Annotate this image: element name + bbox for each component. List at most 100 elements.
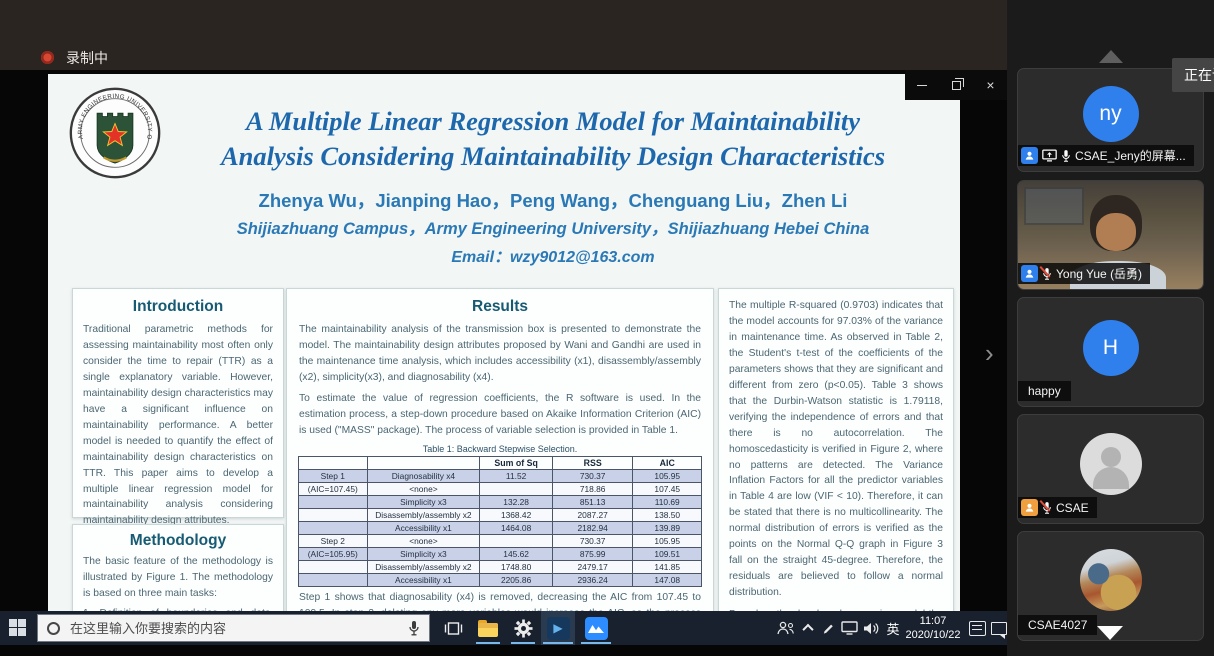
file-explorer-button[interactable] [472, 611, 504, 645]
introduction-heading: Introduction [132, 298, 224, 315]
methodology-section: Methodology The basic feature of the met… [72, 524, 284, 611]
task-view-button[interactable] [438, 611, 468, 645]
settings-button[interactable] [507, 611, 539, 645]
participant-tile-csae4027[interactable]: CSAE4027 [1017, 531, 1204, 641]
explorer-active-underline [476, 642, 500, 644]
volume-tray-button[interactable] [860, 611, 882, 645]
touch-keyboard-button[interactable] [966, 611, 988, 645]
mic-on-icon [1061, 149, 1071, 163]
participant-name-bar: happy [1018, 381, 1071, 401]
participant-name-bar: CSAE_Jeny的屏幕... [1018, 145, 1194, 166]
results-para1: The maintainability analysis of the tran… [299, 324, 701, 383]
poster-affiliation: Shijiazhuang Campus，Army Engineering Uni… [236, 219, 870, 238]
scroll-up-icon[interactable] [1099, 50, 1123, 63]
avatar-photo [1079, 549, 1142, 611]
discussion-section: The multiple R-squared (0.9703) indicate… [718, 288, 954, 611]
results-post-table: Step 1 shows that diagnosability (x4) is… [299, 591, 701, 611]
poster-window: ARMY ENGINEERING UNIVERSITY OF PLA A Mul… [48, 74, 960, 611]
participant-name: CSAE [1056, 500, 1089, 515]
display-tray-button[interactable] [838, 611, 860, 645]
window-controls: × [905, 70, 1007, 100]
pen-tray-button[interactable] [818, 611, 838, 645]
table-row: Accessibility x1 2205.86 2936.24 147.08 [298, 572, 702, 587]
table-row: (AIC=105.95) Simplicity x3 145.62 875.99 109… [298, 546, 702, 561]
discussion-para2: Based on the developed regression model … [729, 607, 943, 611]
discussion-para1: The multiple R-squared (0.9703) indicate… [729, 300, 943, 599]
participant-name-bar: CSAE [1018, 497, 1097, 518]
touch-keyboard-icon [968, 620, 986, 636]
participant-name: happy [1028, 384, 1061, 398]
table-row: Simplicity x3 132.28 851.13 110.69 [298, 494, 702, 509]
table1-caption: Table 1: Backward Stepwise Selection. [422, 443, 578, 454]
tray-time: 11:07 [919, 614, 947, 627]
participant-tile-yong-yue[interactable]: Yong Yue (岳勇) [1017, 180, 1204, 290]
speaker-icon [864, 622, 879, 634]
video-player-button[interactable]: ▶ [541, 611, 575, 645]
introduction-body: Traditional parametric methods for asses… [83, 324, 273, 527]
table-row: Accessibility x1 1464.08 2182.94 139.89 [298, 520, 702, 535]
table1-head-row: Sum of Sq RSS AIC [298, 455, 702, 470]
participant-name: Yong Yue (岳勇) [1056, 267, 1143, 281]
poster-authors: Zhenya Wu，Jianping Hao，Peng Wang，Chengua… [258, 189, 848, 211]
taskbar: ▶ [0, 611, 1007, 645]
scroll-down-icon[interactable] [1097, 626, 1123, 640]
recording-bar: 录制中 [0, 0, 1007, 70]
methodology-clipped-line: 1. Definition of boundaries and data [83, 608, 273, 611]
meeting-active-underline [581, 642, 611, 644]
participant-tile-csae[interactable]: CSAE [1017, 414, 1204, 524]
search-mic-icon[interactable] [408, 620, 420, 637]
close-icon[interactable]: × [986, 77, 995, 93]
mic-muted-icon [1039, 265, 1052, 281]
recording-label: 录制中 [66, 50, 108, 66]
gear-icon [513, 618, 533, 638]
avatar: ny [1082, 86, 1139, 142]
language-indicator[interactable]: 英 [886, 621, 900, 637]
monitor-icon [840, 621, 858, 635]
search-input[interactable] [70, 620, 408, 636]
methodology-body: The basic feature of the methodology is … [83, 556, 273, 599]
shared-screen-area: 录制中 ARMY ENGINEERING UNIVERSITY OF PLA [0, 0, 1007, 645]
participant-name: CSAE4027 [1028, 618, 1088, 632]
people-tray-button[interactable] [772, 611, 798, 645]
participant-tile-happy[interactable]: H happy [1017, 297, 1204, 407]
results-para2: To estimate the value of regression coef… [299, 392, 701, 436]
restore-icon[interactable] [952, 77, 965, 90]
poster-title-line1: A Multiple Linear Regression Model for M… [246, 106, 860, 136]
action-center-button[interactable] [988, 611, 1010, 645]
video-active-underline [543, 642, 573, 644]
folder-icon [478, 619, 498, 637]
pen-icon [823, 624, 833, 634]
minimize-icon[interactable] [917, 84, 928, 86]
table-row: Disassembly/assembly x2 1748.80 2479.17 141… [298, 559, 702, 574]
participant-name: CSAE_Jeny的屏幕... [1075, 149, 1186, 163]
meeting-app-button[interactable] [579, 611, 613, 645]
tray-expand-button[interactable] [798, 611, 818, 645]
speaking-tooltip: 正在讲话 [1172, 58, 1214, 92]
sidebar-collapse-chevron-icon[interactable]: › [985, 338, 994, 368]
table-row: Step 2 <none> 730.37 105.95 [298, 533, 702, 548]
taskbar-search[interactable] [37, 614, 430, 642]
avatar-silhouette [1079, 433, 1142, 495]
chevron-up-icon [802, 623, 814, 636]
participant-name-bar: Yong Yue (岳勇) [1018, 263, 1151, 284]
cortana-icon [47, 621, 60, 635]
table-row: Disassembly/assembly x2 1368.42 2087.27 138… [298, 507, 702, 522]
table-row: (AIC=107.45) <none> 718.86 107.45 [298, 481, 702, 496]
poster-email: Email：wzy9012@163.com [451, 248, 655, 266]
people-icon [776, 621, 794, 635]
avatar: H [1082, 320, 1139, 376]
member-icon [1021, 499, 1038, 516]
table1-body: Step 1 Diagnosability x4 11.52 730.37 105.95… [298, 468, 702, 587]
screen-share-icon [1042, 149, 1057, 162]
poster-title-line2: Analysis Considering Maintainability Des… [220, 140, 886, 171]
clock[interactable]: 11:07 2020/10/22 [902, 611, 964, 645]
tray-date: 2020/10/22 [905, 629, 961, 641]
start-button-icon[interactable] [9, 619, 26, 636]
member-icon [1021, 147, 1038, 164]
recording-dot-icon [41, 51, 54, 64]
member-icon [1021, 265, 1038, 282]
university-logo: ARMY ENGINEERING UNIVERSITY OF PLA [66, 81, 162, 180]
video-player-icon: ▶ [546, 616, 570, 640]
results-section: Results The maintainability analysis of … [286, 288, 714, 611]
